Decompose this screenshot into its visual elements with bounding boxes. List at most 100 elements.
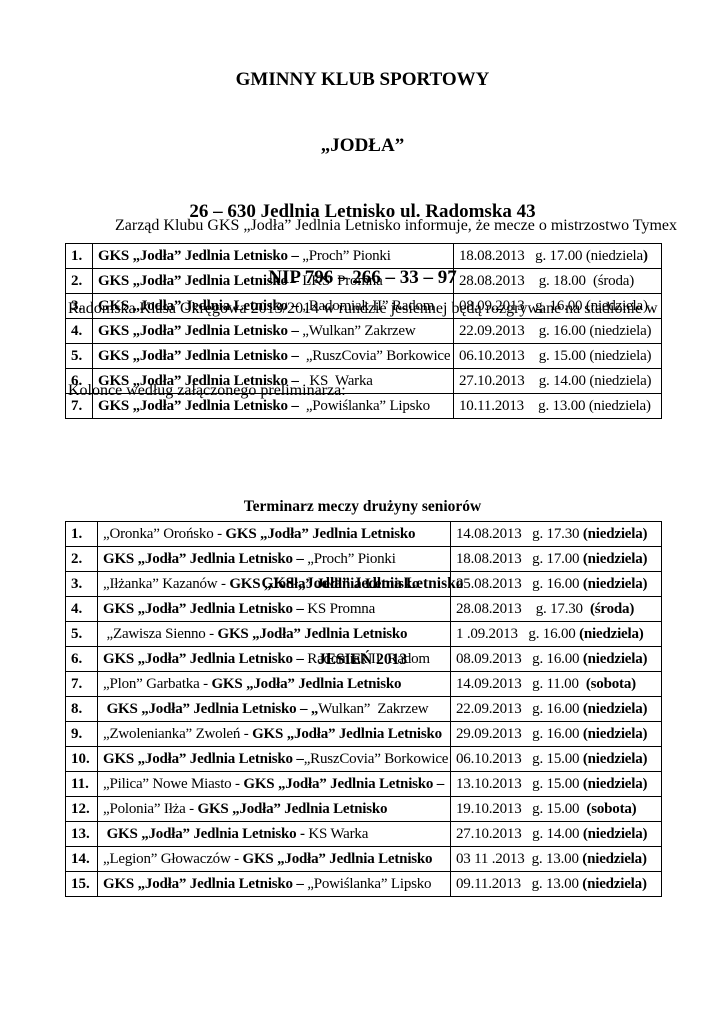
text-segment: 27.10.2013 g. 14.00: [456, 825, 583, 842]
table-row: 7. GKS „Jodła” Jedlnia Letnisko – „Powiśl…: [65, 393, 662, 419]
text-segment: 10.11.2013 g. 13.00 (niedziela): [459, 397, 651, 414]
bold-text-segment: GKS „Jodła” Jedlnia Letnisko –: [103, 650, 308, 667]
bold-text-segment: (niedziela): [582, 825, 648, 842]
bold-text-segment: GKS „Jodła” Jedlnia Letnisko: [229, 575, 420, 592]
row-number: 6.: [65, 368, 93, 394]
match-pairing: GKS „Jodła” Jedlnia Letnisko - KS Warka: [97, 821, 451, 847]
match-pairing: GKS „Jodła” Jedlnia Letnisko – „RuszCovi…: [92, 343, 454, 369]
table-row: 1. GKS „Jodła” Jedlnia Letnisko – „Proch”…: [65, 243, 662, 269]
table-row: 4. GKS „Jodła” Jedlnia Letnisko – „Wulkan…: [65, 318, 662, 344]
table-row: 2. GKS „Jodła” Jedlnia Letnisko – „Proch”…: [65, 546, 662, 572]
match-pairing: GKS „Jodła” Jedlnia Letnisko –„RuszCovia…: [97, 746, 451, 772]
match-pairing: GKS „Jodła” Jedlnia Letnisko – „Proch” P…: [97, 546, 451, 572]
match-pairing: GKS „Jodła” Jedlnia Letnisko – Radomiak …: [97, 646, 451, 672]
text-segment: 06.10.2013 g. 15.00 (niedziela): [459, 347, 652, 364]
match-date-time: 10.11.2013 g. 13.00 (niedziela): [453, 393, 662, 419]
text-segment: „Proch” Pionki: [307, 550, 396, 567]
row-number: 14.: [65, 846, 98, 872]
club-short-name: „JODŁA”: [320, 135, 405, 156]
text-segment: „RuszCovia” Borkowice: [302, 347, 451, 364]
table-row: 2. GKS „Jodła” Jedlnia Letnisko – LKS Pro…: [65, 268, 662, 294]
text-segment: 18.08.2013 g. 17.00: [456, 550, 583, 567]
bold-text-segment: GKS „Jodła” Jedlnia Letnisko: [197, 800, 388, 817]
text-segment: 14.09.2013 g. 11.00: [456, 675, 586, 692]
table-row: 10. GKS „Jodła” Jedlnia Letnisko –„RuszCo…: [65, 746, 662, 772]
text-segment: „Powiślanka” Lipsko: [302, 397, 430, 414]
match-date-time: 28.08.2013 g. 18.00 (środa): [453, 268, 662, 294]
table-row: 7. „Plon” Garbatka - GKS „Jodła” Jedlnia …: [65, 671, 662, 697]
bold-text-segment: GKS „Jodła” Jedlnia Letnisko –: [98, 322, 303, 339]
bold-text-segment: (niedziela): [582, 525, 648, 542]
text-segment: 22.09.2013 g. 16.00 (niedziela): [459, 322, 652, 339]
bold-text-segment: (niedziela): [579, 625, 644, 642]
bold-text-segment: GKS „Jodła” Jedlnia Letnisko –: [98, 372, 303, 389]
table-row: 3. GKS „Jodła” Jedlnia Letnisko – „Radomi…: [65, 293, 662, 319]
table-row: 3. „Iłżanka” Kazanów - GKS „Jodła” Jedlni…: [65, 571, 662, 597]
intro-line: Zarząd Klubu GKS „Jodła” Jedlnia Letnisk…: [115, 217, 677, 234]
table-row: 12. „Polonia” Iłża - GKS „Jodła” Jedlnia …: [65, 796, 662, 822]
text-segment: 08.09.2013 g. 16.00 (niedziela): [459, 297, 648, 314]
preliminary-schedule-table: 1. GKS „Jodła” Jedlnia Letnisko – „Proch”…: [65, 243, 662, 419]
match-pairing: GKS „Jodła” Jedlnia Letnisko – „Radomiak…: [92, 293, 454, 319]
text-segment: Radomiak II Radom: [307, 650, 430, 667]
text-segment: KS Warka: [302, 372, 373, 389]
match-date-time: 08.09.2013 g. 16.00 (niedziela): [450, 646, 662, 672]
text-segment: 08.09.2013 g. 16.00: [456, 650, 583, 667]
text-segment: 09.11.2013 g. 13.00: [456, 875, 583, 892]
table-row: 15. GKS „Jodła” Jedlnia Letnisko – „Powiś…: [65, 871, 662, 897]
bold-text-segment: ): [642, 247, 648, 264]
match-date-time: 03 11 .2013 g. 13.00 (niedziela): [450, 846, 662, 872]
bold-text-segment: (niedziela): [582, 875, 647, 892]
text-segment: 19.10.2013 g. 15.00: [456, 800, 587, 817]
bold-text-segment: GKS „Jodła” Jedlnia Letnisko –: [98, 272, 303, 289]
match-date-time: 14.08.2013 g. 17.30 (niedziela): [450, 521, 662, 547]
table-row: 8. GKS „Jodła” Jedlnia Letnisko – „Wulka…: [65, 696, 662, 722]
table-row: 14. „Legion” Głowaczów - GKS „Jodła” Jedl…: [65, 846, 662, 872]
text-segment: 22.09.2013 g. 16.00: [456, 700, 583, 717]
bold-text-segment: GKS „Jodła” Jedlnia Letnisko –: [103, 550, 308, 567]
row-number: 7.: [65, 393, 93, 419]
row-number: 2.: [65, 546, 98, 572]
text-segment: 25.08.2013 g. 16.00: [456, 575, 583, 592]
table-row: 1. „Oronka” Orońsko - GKS „Jodła” Jedlnia…: [65, 521, 662, 547]
row-number: 9.: [65, 721, 98, 747]
text-segment: „Zwolenianka” Zwoleń -: [103, 725, 253, 742]
table-row: 5. „Zawisza Sienno - GKS „Jodła” Jedlnia…: [65, 621, 662, 647]
match-date-time: 08.09.2013 g. 16.00 (niedziela): [453, 293, 662, 319]
text-segment: „Iłżanka” Kazanów -: [103, 575, 230, 592]
text-segment: 28.08.2013 g. 18.00 (środa): [459, 272, 635, 289]
match-pairing: GKS „Jodła” Jedlnia Letnisko – „Proch” P…: [92, 243, 454, 269]
table-row: 5. GKS „Jodła” Jedlnia Letnisko – „RuszCo…: [65, 343, 662, 369]
row-number: 15.: [65, 871, 98, 897]
text-segment: 28.08.2013 g. 17.30: [456, 600, 590, 617]
bold-text-segment: (niedziela): [582, 775, 648, 792]
table-row: 6. GKS „Jodła” Jedlnia Letnisko – KS Wark…: [65, 368, 662, 394]
bold-text-segment: GKS „Jodła” Jedlnia Letnisko: [225, 525, 416, 542]
match-pairing: GKS „Jodła” Jedlnia Letnisko – „Powiślan…: [92, 393, 454, 419]
row-number: 2.: [65, 268, 93, 294]
match-pairing: GKS „Jodła” Jedlnia Letnisko – LKS Promn…: [92, 268, 454, 294]
match-date-time: 06.10.2013 g. 15.00 (niedziela): [450, 746, 662, 772]
bold-text-segment: (środa): [589, 600, 635, 617]
row-number: 7.: [65, 671, 98, 697]
bold-text-segment: (niedziela): [582, 850, 647, 867]
text-segment: 06.10.2013 g. 15.00: [456, 750, 583, 767]
club-name: GMINNY KLUB SPORTOWY: [235, 69, 490, 90]
match-pairing: „Zwolenianka” Zwoleń - GKS „Jodła” Jedln…: [97, 721, 451, 747]
bold-text-segment: (niedziela): [582, 750, 648, 767]
text-segment: 29.09.2013 g. 16.00: [456, 725, 583, 742]
match-pairing: GKS „Jodła” Jedlnia Letnisko – KS Warka: [92, 368, 454, 394]
row-number: 11.: [65, 771, 98, 797]
bold-text-segment: GKS „Jodła” Jedlnia Letnisko –: [98, 247, 303, 264]
match-date-time: 09.11.2013 g. 13.00 (niedziela): [450, 871, 662, 897]
match-pairing: „Polonia” Iłża - GKS „Jodła” Jedlnia Let…: [97, 796, 451, 822]
text-segment: 14.08.2013 g. 17.30: [456, 525, 583, 542]
bold-text-segment: GKS „Jodła” Jedlnia Letnisko – „: [106, 700, 319, 717]
bold-text-segment: GKS „Jodła” Jedlnia Letnisko –: [103, 600, 308, 617]
bold-text-segment: GKS „Jodła” Jedlnia Letnisko: [252, 725, 442, 742]
bold-text-segment: (sobota): [586, 800, 637, 817]
bold-text-segment: GKS „Jodła” Jedlnia Letnisko: [217, 625, 408, 642]
match-date-time: 13.10.2013 g. 15.00 (niedziela): [450, 771, 662, 797]
bold-text-segment: GKS „Jodła” Jedlnia Letnisko: [211, 675, 402, 692]
text-segment: „Polonia” Iłża -: [103, 800, 198, 817]
